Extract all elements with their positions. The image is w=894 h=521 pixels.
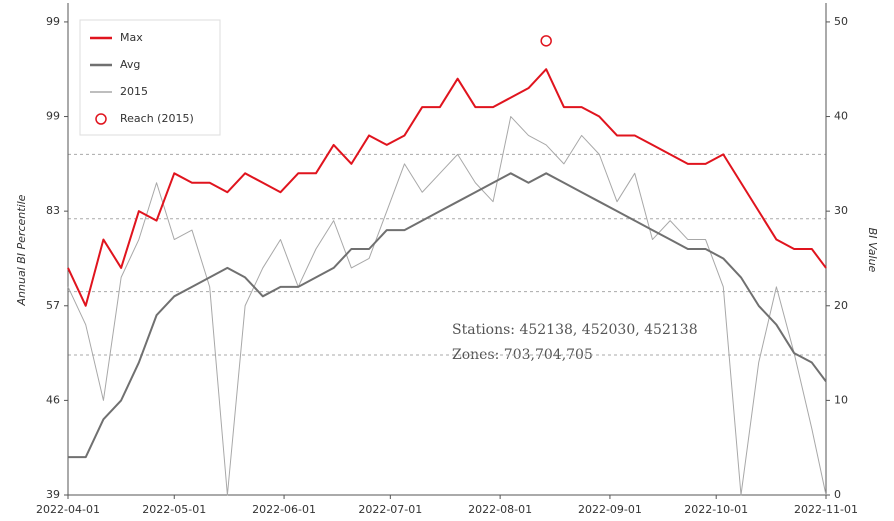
y2-tick-label: 20: [834, 299, 848, 312]
y-tick-label: 83: [46, 204, 60, 217]
x-tick-label: 2022-07-01: [358, 503, 422, 516]
y-tick-label: 46: [46, 393, 60, 406]
legend-label: Reach (2015): [120, 112, 194, 125]
y-tick-label: 99: [46, 110, 60, 123]
y-tick-label: 99: [46, 15, 60, 28]
series-line: [67, 116, 827, 496]
y2-tick-label: 0: [834, 488, 841, 501]
y2-tick-label: 50: [834, 15, 848, 28]
legend-label: Avg: [120, 58, 140, 71]
series-line: [67, 68, 827, 307]
x-tick-label: 2022-08-01: [468, 503, 532, 516]
legend-label: 2015: [120, 85, 148, 98]
series-line: [68, 172, 827, 459]
y-axis-label: Annual BI Percentile: [15, 194, 28, 306]
legend-label: Max: [120, 31, 143, 44]
x-tick-label: 2022-09-01: [578, 503, 642, 516]
reach-point: [540, 35, 552, 47]
y-tick-label: 57: [46, 299, 60, 312]
x-tick-label: 2022-06-01: [252, 503, 316, 516]
annotation: Stations: 452138, 452030, 452138: [452, 322, 698, 338]
y2-tick-label: 40: [834, 110, 848, 123]
y2-axis-label: BI Value: [866, 228, 879, 273]
x-tick-label: 2022-10-01: [684, 503, 748, 516]
x-tick-label: 2022-11-01: [794, 503, 858, 516]
legend-swatch: [95, 113, 107, 125]
y-tick-label: 39: [46, 488, 60, 501]
x-tick-label: 2022-04-01: [36, 503, 100, 516]
y2-tick-label: 10: [834, 393, 848, 406]
y2-tick-label: 30: [834, 204, 848, 217]
x-tick-label: 2022-05-01: [142, 503, 206, 516]
annotation: Zones: 703,704,705: [452, 347, 593, 363]
